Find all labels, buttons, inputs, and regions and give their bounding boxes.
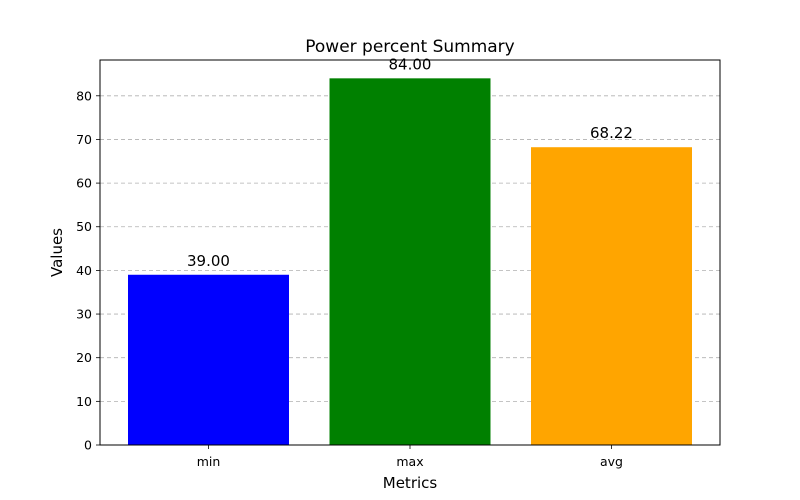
x-tick-label: min [197,454,221,469]
y-axis-label: Values [48,228,66,277]
label-layer: 39.00 84.00 68.22 [187,55,633,269]
data-label-max: 84.00 [389,55,432,73]
y-tick-label: 80 [76,88,92,103]
x-tick-label: max [396,454,423,469]
chart-title: Power percent Summary [305,37,514,57]
y-axis: 0 10 20 30 40 50 60 70 80 [76,88,100,453]
y-tick-label: 20 [76,350,92,365]
y-tick-label: 30 [76,307,92,322]
y-tick-label: 40 [76,263,92,278]
x-axis: min max avg [197,445,623,469]
x-tick-label: avg [600,454,623,469]
data-label-avg: 68.22 [590,124,633,142]
y-tick-label: 60 [76,176,92,191]
bar-layer [128,78,692,445]
bar-min [128,274,289,445]
y-tick-label: 70 [76,132,92,147]
x-axis-label: Metrics [383,474,438,492]
bar-max [329,78,491,445]
y-tick-label: 50 [76,219,92,234]
y-tick-label: 10 [76,394,92,409]
bar-avg [531,147,692,445]
y-tick-label: 0 [84,438,92,453]
data-label-min: 39.00 [187,252,230,270]
